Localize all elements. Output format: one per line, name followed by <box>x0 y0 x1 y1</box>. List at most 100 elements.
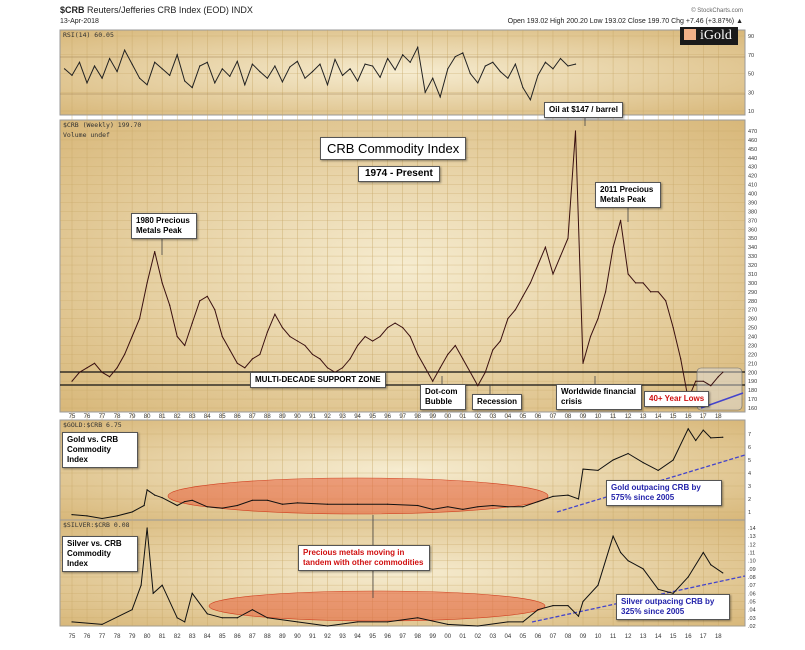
y-tick-label: 210 <box>748 361 757 367</box>
crb-line-point <box>251 358 253 360</box>
rsi-line-point <box>514 63 516 65</box>
x-tick-label: 12 <box>625 634 632 640</box>
crb-line-point <box>492 349 494 351</box>
y-tick-label: 190 <box>748 379 757 385</box>
gold-crb-ratio-line-point <box>116 515 118 517</box>
x-tick-label: 91 <box>309 414 316 420</box>
gold-crb-ratio-line-point <box>71 514 73 516</box>
y-tick-label: .14 <box>748 526 756 532</box>
x-tick-label: 92 <box>324 634 331 640</box>
y-tick-label: .06 <box>748 591 756 597</box>
silver-crb-ratio-line-point <box>507 621 509 623</box>
crb-line-point <box>341 367 344 369</box>
crb-line-point <box>319 358 321 360</box>
gold-crb-ratio-line-point <box>522 506 524 508</box>
symbol: $CRB <box>60 5 85 15</box>
silver-crb-ratio-line-point <box>582 600 584 603</box>
rsi-line-point <box>477 82 479 84</box>
crb-line-point <box>432 380 434 382</box>
silver-outpacing-annotation: Silver outpacing CRB by 325% since 2005 <box>616 594 730 620</box>
gold-crb-ratio-line-point <box>432 508 434 510</box>
silver-crb-ratio-line-point <box>266 617 268 619</box>
rsi-line-point <box>131 63 133 65</box>
rsi-line-point <box>214 82 216 84</box>
silver-crb-ratio-line-point <box>152 592 154 594</box>
rsi-line-point <box>184 80 186 82</box>
x-tick-label: 00 <box>444 414 451 420</box>
y-tick-label: 270 <box>748 308 757 314</box>
silver-crb-ratio-line-point <box>447 623 449 625</box>
x-tick-label: 97 <box>399 414 406 420</box>
crb-line-point <box>695 380 697 382</box>
rsi-line-point <box>108 57 111 60</box>
silver-crb-ratio-line-point <box>417 617 419 619</box>
x-tick-label: 86 <box>234 634 241 640</box>
x-tick-label: 98 <box>414 634 421 640</box>
x-tick-label: 84 <box>204 634 211 640</box>
crb-line-point <box>447 353 449 355</box>
x-tick-label: 82 <box>174 414 181 420</box>
y-tick-label: .10 <box>748 559 756 565</box>
gold-crb-ratio-line-point <box>176 504 178 507</box>
crb-line-point <box>710 385 712 387</box>
x-tick-label: 93 <box>339 414 346 420</box>
rsi-line-point <box>176 54 178 56</box>
crb-line-point <box>349 358 351 360</box>
gold-crb-ratio-line-point <box>221 507 223 509</box>
rsi-line-point <box>552 68 554 70</box>
gold-crb-ratio-line-point <box>296 502 299 504</box>
logo-square-icon <box>684 29 696 40</box>
peak-2011-annotation: 2011 Precious Metals Peak <box>595 182 661 208</box>
silver-crb-ratio-line-point <box>296 621 299 623</box>
x-tick-label: 05 <box>520 634 527 640</box>
dotcom-annotation: Dot-com Bubble <box>420 384 466 410</box>
x-tick-label: 80 <box>144 414 151 420</box>
silver-crb-ratio-line-point <box>146 527 148 529</box>
crb-line-point <box>116 367 118 369</box>
crb-line-point <box>657 291 659 293</box>
x-tick-label: 79 <box>129 634 136 640</box>
rsi-label: RSI(14) 60.05 <box>63 31 114 39</box>
crb-line-point <box>154 251 156 253</box>
x-tick-label: 11 <box>610 634 617 640</box>
y-tick-label: 6 <box>748 445 751 451</box>
crb-line-point <box>266 331 268 333</box>
y-tick-label: .08 <box>748 575 756 581</box>
rsi-line-point <box>356 80 359 82</box>
x-tick-label: 96 <box>384 414 391 420</box>
rsi-line-point <box>319 63 321 65</box>
crb-line-point <box>402 326 404 329</box>
crb-line-point <box>364 335 366 338</box>
gold-crb-ratio-line-point <box>387 503 389 505</box>
x-tick-label: 88 <box>264 414 271 420</box>
rsi-line-point <box>537 74 539 76</box>
crb-line-point <box>289 335 291 338</box>
silver-crb-ratio-line-point <box>326 625 329 627</box>
rsi-line-point <box>387 57 389 60</box>
y-tick-label: 230 <box>748 343 757 349</box>
rsi-line-point <box>93 65 96 67</box>
rsi-line-point <box>244 84 246 86</box>
x-tick-label: 82 <box>174 634 181 640</box>
silver-crb-ratio-line-point <box>722 572 724 574</box>
y-tick-label: 330 <box>748 254 757 260</box>
symbol-title: $CRB Reuters/Jefferies CRB Index (EOD) I… <box>60 5 253 16</box>
silver-panel-title: Silver vs. CRB Commodity Index <box>62 536 138 572</box>
crb-line-point <box>221 335 223 338</box>
silver-crb-ratio-line-point <box>619 551 622 554</box>
x-tick-label: 18 <box>715 414 722 420</box>
x-tick-label: 09 <box>580 414 587 420</box>
crb-line-point <box>372 340 374 342</box>
rsi-line-point <box>447 68 449 70</box>
crb-line-point <box>169 304 171 306</box>
x-tick-label: 81 <box>159 634 166 640</box>
crb-line-point <box>529 282 532 284</box>
rsi-line-point <box>484 65 486 67</box>
x-tick-label: 07 <box>550 634 557 640</box>
rsi-line-point <box>86 82 88 84</box>
silver-crb-ratio-line-point <box>577 615 580 617</box>
x-tick-label: 84 <box>204 414 211 420</box>
crb-line-point <box>93 362 96 364</box>
rsi-line-point <box>259 71 261 73</box>
